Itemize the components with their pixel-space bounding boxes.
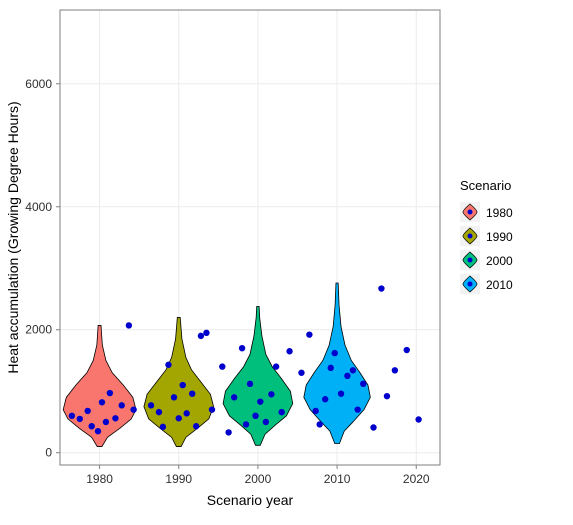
data-point	[278, 409, 284, 415]
data-point	[160, 424, 166, 430]
legend-point-icon	[468, 258, 473, 263]
x-tick-label: 2010	[324, 472, 351, 486]
data-point	[148, 402, 154, 408]
data-point	[273, 363, 279, 369]
legend-label: 2000	[486, 254, 513, 268]
data-point	[85, 408, 91, 414]
data-point	[198, 333, 204, 339]
data-point	[306, 331, 312, 337]
data-point	[322, 396, 328, 402]
data-point	[257, 398, 263, 404]
data-point	[130, 406, 136, 412]
y-tick-label: 0	[45, 446, 52, 460]
data-point	[176, 415, 182, 421]
data-point	[189, 390, 195, 396]
data-point	[338, 390, 344, 396]
legend-point-icon	[468, 234, 473, 239]
data-point	[126, 322, 132, 328]
data-point	[219, 363, 225, 369]
x-tick-label: 1980	[86, 472, 113, 486]
data-point	[156, 409, 162, 415]
chart-svg: 1980 1990 2000 2010 2020 0 2000 4000 6000 Scenari…	[0, 0, 573, 525]
data-point	[119, 402, 125, 408]
data-point	[392, 367, 398, 373]
data-point	[344, 373, 350, 379]
legend-label: 1990	[486, 230, 513, 244]
legend-point-icon	[468, 282, 473, 287]
y-tick-label: 2000	[25, 323, 52, 337]
x-axis-title: Scenario year	[207, 492, 294, 508]
data-point	[384, 393, 390, 399]
legend-title: Scenario	[460, 178, 511, 193]
legend-point-icon	[468, 210, 473, 215]
y-tick-label: 6000	[25, 77, 52, 91]
data-point	[203, 330, 209, 336]
data-point	[103, 419, 109, 425]
data-point	[332, 350, 338, 356]
data-point	[239, 345, 245, 351]
data-point	[313, 408, 319, 414]
data-point	[165, 362, 171, 368]
data-point	[354, 406, 360, 412]
y-tick-label: 4000	[25, 200, 52, 214]
x-tick-label: 2020	[403, 472, 430, 486]
data-point	[69, 413, 75, 419]
data-point	[370, 424, 376, 430]
data-point	[95, 428, 101, 434]
data-point	[298, 370, 304, 376]
data-point	[112, 415, 118, 421]
data-point	[263, 419, 269, 425]
data-point	[328, 365, 334, 371]
y-axis-title: Heat accumulation (Growing Degree Hours)	[5, 101, 21, 373]
data-point	[415, 416, 421, 422]
data-point	[360, 381, 366, 387]
data-point	[180, 382, 186, 388]
data-point	[99, 399, 105, 405]
data-point	[107, 390, 113, 396]
data-point	[243, 421, 249, 427]
data-point	[247, 381, 253, 387]
legend-label: 2010	[486, 278, 513, 292]
data-point	[404, 347, 410, 353]
data-point	[316, 421, 322, 427]
data-point	[286, 348, 292, 354]
data-point	[225, 429, 231, 435]
x-tick-label: 1990	[165, 472, 192, 486]
data-point	[77, 416, 83, 422]
data-point	[350, 367, 356, 373]
data-point	[171, 394, 177, 400]
data-point	[268, 391, 274, 397]
data-point	[193, 423, 199, 429]
x-tick-label: 2000	[245, 472, 272, 486]
data-point	[88, 423, 94, 429]
data-point	[378, 285, 384, 291]
data-point	[209, 406, 215, 412]
chart-container: 1980 1990 2000 2010 2020 0 2000 4000 6000 Scenari…	[0, 0, 573, 525]
legend-label: 1980	[486, 206, 513, 220]
data-point	[252, 413, 258, 419]
data-point	[231, 394, 237, 400]
data-point	[183, 410, 189, 416]
